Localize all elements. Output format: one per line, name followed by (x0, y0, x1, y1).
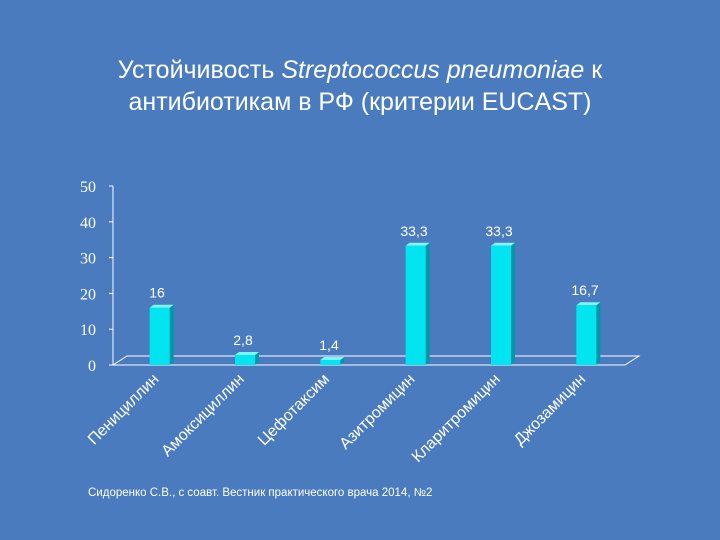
bar (320, 359, 341, 365)
bar (149, 307, 170, 365)
x-tick-label: Азитромицин (337, 371, 419, 453)
bar-top (491, 242, 515, 246)
bar-side (511, 242, 515, 365)
title-line-2: антибиотикам в РФ (критерии EUCAST) (128, 88, 592, 116)
x-tick-label: Амоксициллин (159, 371, 248, 460)
x-tick-label: Кларитромицин (409, 371, 504, 466)
title-suffix: к (584, 56, 603, 84)
y-tick-label: 50 (80, 179, 96, 196)
x-tick-label: Цефотаксим (255, 371, 333, 449)
title-prefix: Устойчивость (117, 56, 282, 84)
bar-top (576, 302, 601, 306)
bar-top (320, 356, 345, 360)
bar-side (255, 351, 259, 365)
bar-value-label: 16,7 (571, 282, 598, 298)
bar (576, 305, 597, 365)
bar (491, 245, 511, 365)
bar-top (235, 351, 259, 355)
bar-value-label: 16 (149, 285, 165, 301)
bar-side (596, 302, 601, 365)
bar-value-label: 1,4 (319, 337, 339, 353)
citation: Сидоренко С.В., с соавт. Вестник практич… (88, 487, 433, 499)
y-tick-label: 30 (80, 251, 96, 268)
bar-side (425, 242, 430, 365)
bar-side (340, 356, 345, 365)
y-tick-label: 40 (80, 215, 96, 232)
bar-side (169, 304, 174, 365)
y-tick-label: 0 (88, 358, 96, 375)
bar (235, 354, 255, 365)
y-tick-label: 20 (80, 286, 96, 303)
bar-value-label: 2,8 (233, 332, 253, 348)
y-tick-label: 10 (80, 322, 96, 339)
title-organism: Streptococcus pneumoniae (281, 56, 585, 84)
bar-top (149, 304, 174, 308)
bar-top (405, 242, 430, 246)
x-tick-label: Джозамицин (511, 371, 589, 449)
bar (405, 245, 426, 365)
chart-floor (111, 355, 641, 366)
bar-value-label: 33,3 (485, 223, 512, 239)
slide-title: Устойчивость Streptococcus pneumoniae к … (40, 54, 680, 118)
x-tick-label: Пенициллин (85, 371, 163, 449)
bar-value-label: 33,3 (400, 223, 427, 239)
